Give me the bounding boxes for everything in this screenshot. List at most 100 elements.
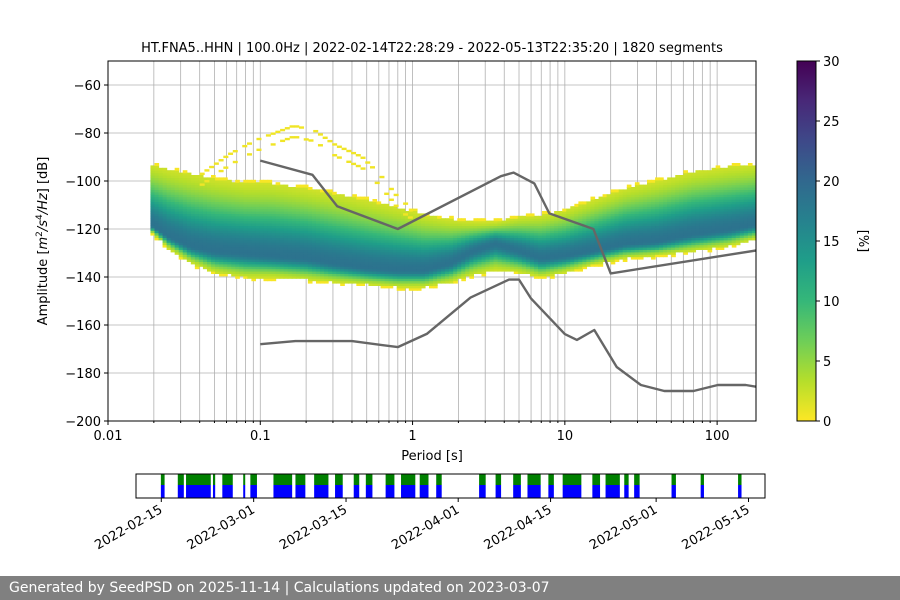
heatmap-cell	[614, 206, 620, 210]
heatmap-cell	[392, 273, 398, 277]
heatmap-cell	[150, 225, 156, 229]
heatmap-cell	[219, 271, 224, 274]
heatmap-cell	[271, 225, 277, 229]
heatmap-cell	[352, 254, 357, 258]
heatmap-cell	[154, 177, 160, 181]
heatmap-cell	[267, 249, 273, 253]
heatmap-cell	[287, 251, 293, 255]
heatmap-cell	[400, 278, 406, 282]
heatmap-cell	[586, 211, 592, 214]
heatmap-cell	[376, 244, 382, 248]
heatmap-cell	[186, 179, 192, 183]
heatmap-cell	[291, 220, 297, 224]
heatmap-cell	[380, 237, 386, 241]
heatmap-cell	[215, 239, 220, 243]
heatmap-cell	[396, 285, 402, 289]
heatmap-cell	[659, 191, 664, 195]
heatmap-cell	[332, 227, 337, 231]
heatmap-cell	[655, 247, 660, 250]
heatmap-cell	[303, 249, 309, 253]
heatmap-cell	[445, 247, 450, 250]
heatmap-cell	[533, 263, 539, 267]
heatmap-cell	[202, 223, 208, 226]
heatmap-cell	[630, 203, 636, 207]
heatmap-cell	[485, 242, 491, 246]
heatmap-cell	[453, 263, 458, 267]
heatmap-cell	[320, 194, 325, 198]
heatmap-cell	[311, 273, 317, 277]
heatmap-cell	[194, 196, 200, 200]
heatmap-cell	[270, 143, 276, 146]
heatmap-cell	[340, 227, 345, 231]
heatmap-cell	[489, 254, 495, 258]
heatmap-cell	[699, 244, 705, 248]
heatmap-cell	[594, 244, 600, 248]
heatmap-cell	[751, 235, 756, 238]
heatmap-cell	[307, 206, 313, 210]
heatmap-cell	[356, 232, 361, 236]
heatmap-cell	[174, 182, 180, 186]
heatmap-cell	[182, 242, 188, 246]
heatmap-cell	[687, 239, 693, 243]
heatmap-cell	[667, 211, 672, 214]
heatmap-cell	[162, 235, 168, 238]
heatmap-cell	[166, 215, 172, 219]
heatmap-cell	[291, 206, 297, 210]
heatmap-cell	[247, 191, 252, 195]
heatmap-cell	[235, 208, 240, 212]
heatmap-cell	[348, 237, 353, 241]
heatmap-cell	[223, 189, 228, 193]
heatmap-cell	[461, 271, 466, 274]
heatmap-cell	[465, 251, 470, 255]
heatmap-cell	[751, 213, 756, 217]
heatmap-cell	[481, 261, 487, 265]
heatmap-cell	[251, 208, 257, 212]
heatmap-cell	[687, 177, 693, 181]
heatmap-cell	[651, 201, 656, 205]
heatmap-cell	[412, 275, 418, 279]
heatmap-cell	[158, 203, 164, 207]
heatmap-cell	[275, 239, 281, 243]
heatmap-cell	[622, 218, 628, 222]
heatmap-cell	[598, 215, 604, 219]
heatmap-cell	[372, 206, 378, 210]
heatmap-cell	[642, 235, 648, 238]
heatmap-cell	[594, 227, 600, 231]
heatmap-cell	[743, 170, 749, 174]
heatmap-cell	[574, 230, 579, 234]
heatmap-cell	[352, 268, 357, 272]
heatmap-cell	[441, 266, 446, 270]
heatmap-cell	[170, 223, 176, 226]
heatmap-cell	[675, 189, 680, 193]
heatmap-cell	[315, 249, 321, 253]
heatmap-cell	[546, 268, 551, 272]
heatmap-cell	[533, 244, 539, 248]
heatmap-cell	[291, 199, 297, 202]
heatmap-cell	[206, 196, 212, 200]
heatmap-cell	[275, 263, 281, 267]
heatmap-cell	[558, 220, 563, 224]
heatmap-cell	[602, 227, 608, 231]
heatmap-cell	[303, 247, 309, 250]
heatmap-cell	[408, 283, 414, 286]
heatmap-cell	[582, 211, 588, 214]
heatmap-cell	[198, 232, 204, 236]
heatmap-cell	[743, 213, 749, 217]
heatmap-cell	[190, 227, 196, 231]
heatmap-cell	[550, 223, 555, 226]
heatmap-cell	[215, 227, 220, 231]
heatmap-cell	[182, 256, 188, 260]
heatmap-cell	[154, 175, 160, 178]
heatmap-cell	[647, 254, 652, 258]
heatmap-cell	[291, 218, 297, 222]
heatmap-cell	[178, 203, 184, 207]
heatmap-cell	[606, 225, 612, 229]
heatmap-cell	[295, 201, 301, 205]
heatmap-cell	[166, 184, 172, 188]
heatmap-cell	[299, 187, 305, 190]
heatmap-cell	[594, 242, 600, 246]
heatmap-cell	[711, 206, 717, 210]
heatmap-cell	[509, 259, 515, 262]
heatmap-cell	[715, 225, 721, 229]
heatmap-cell	[574, 247, 579, 250]
